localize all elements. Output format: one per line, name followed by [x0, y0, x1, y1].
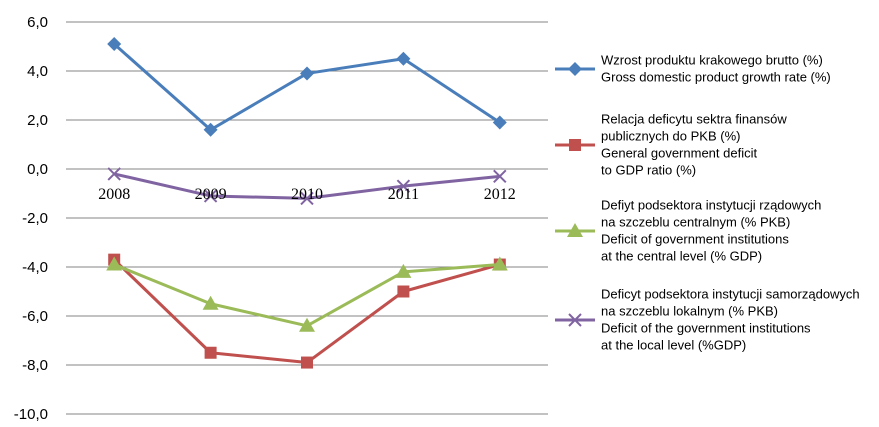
data-point — [107, 37, 122, 52]
legend-marker — [569, 139, 581, 151]
legend-label: na szczeblu centralnym (% PKB) — [601, 215, 790, 230]
y-tick-label: -2,0 — [22, 210, 48, 227]
data-point — [299, 317, 315, 332]
legend-entry: Relacja deficytu sektra finansów publiczn… — [555, 112, 787, 178]
series-4 — [107, 167, 507, 206]
legend-label: publicznych do PKB (%) — [601, 129, 740, 144]
x-tick-label: 2012 — [484, 186, 516, 203]
data-point — [300, 191, 314, 206]
x-axis-ticks: 2008 2009 2010 2011 2012 — [98, 186, 516, 203]
legend: Wzrost produktu krakowego brutto (%) Gros… — [555, 53, 860, 353]
series-lines — [106, 37, 508, 369]
data-point — [491, 256, 508, 271]
legend-marker — [567, 223, 583, 237]
y-tick-label: 6,0 — [27, 14, 48, 31]
data-point — [202, 295, 219, 310]
legend-marker — [568, 313, 582, 327]
y-tick-label: -6,0 — [22, 308, 48, 325]
legend-label: General government deficit — [601, 146, 757, 161]
legend-entry: Wzrost produktu krakowego brutto (%) Gros… — [555, 53, 831, 85]
legend-label: Relacja deficytu sektra finansów — [601, 112, 787, 127]
data-point — [395, 263, 412, 278]
series-3 — [106, 256, 508, 332]
gridlines — [66, 21, 548, 415]
legend-label: Wzrost produktu krakowego brutto (%) — [601, 53, 823, 68]
y-tick-label: -10,0 — [14, 406, 48, 422]
y-tick-label: -8,0 — [22, 357, 48, 374]
data-point — [203, 122, 218, 137]
x-tick-label: 2008 — [98, 186, 130, 203]
x-tick-label: 2009 — [195, 186, 227, 203]
x-tick-label: 2011 — [388, 186, 419, 203]
series-1 — [107, 37, 507, 137]
legend-label: to GDP ratio (%) — [601, 163, 696, 178]
series-line — [113, 258, 501, 365]
data-point — [492, 115, 507, 130]
series-2 — [108, 253, 506, 369]
series-line — [113, 42, 501, 132]
data-point — [397, 285, 410, 298]
data-point — [107, 167, 121, 181]
data-point — [204, 346, 217, 359]
legend-marker — [568, 62, 582, 76]
y-axis-ticks: 6,0 4,0 2,0 0,0 -2,0 -4,0 -6,0 -8,0 -10,0 — [14, 14, 48, 423]
y-tick-label: 4,0 — [27, 63, 48, 80]
y-tick-label: 0,0 — [27, 161, 48, 178]
data-point — [301, 356, 313, 369]
y-tick-label: -4,0 — [22, 259, 48, 276]
legend-entry: Deficyt podsektora instytucji samorządow… — [555, 287, 860, 353]
data-point — [493, 169, 507, 184]
legend-label: Deficit of the government institutions — [601, 321, 811, 336]
data-point — [203, 189, 218, 203]
legend-label: Gross domestic product growth rate (%) — [601, 70, 831, 85]
y-tick-label: 2,0 — [27, 112, 48, 129]
data-point — [396, 179, 411, 193]
legend-label: Deficit of government institutions — [601, 232, 789, 247]
data-point — [106, 256, 123, 271]
legend-entry: Defiyt podsektora instytucji rządowych na… — [555, 198, 821, 264]
legend-label: at the central level (% GDP) — [601, 249, 762, 264]
data-point — [396, 51, 411, 66]
legend-label: na szczeblu lokalnym (% PKB) — [601, 304, 778, 319]
data-point — [300, 66, 314, 81]
legend-label: Defiyt podsektora instytucji rządowych — [601, 198, 821, 213]
x-tick-label: 2010 — [291, 186, 323, 203]
legend-label: at the local level (%GDP) — [601, 338, 746, 353]
legend-label: Deficyt podsektora instytucji samorządow… — [601, 287, 860, 302]
